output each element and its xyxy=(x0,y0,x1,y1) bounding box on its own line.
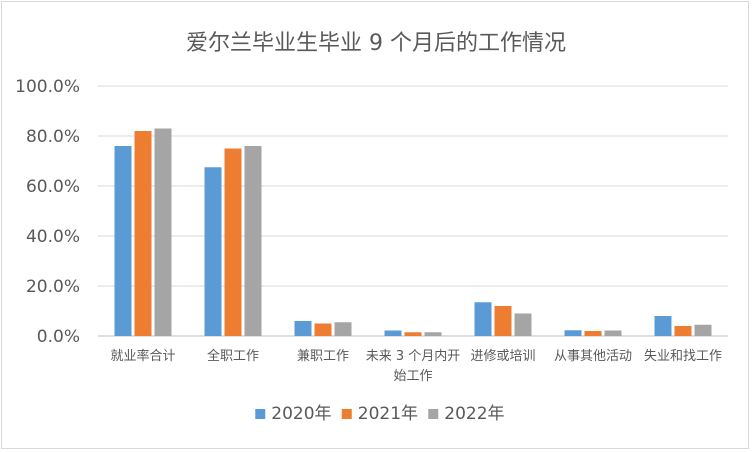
bar xyxy=(204,167,222,336)
gridlines xyxy=(98,85,728,337)
bar xyxy=(424,332,442,336)
bar xyxy=(584,331,602,336)
legend-label: 2020年 xyxy=(271,404,331,424)
y-tick-label: 40.0% xyxy=(26,227,80,247)
legend-swatch xyxy=(428,409,439,419)
x-tick-label: 始工作 xyxy=(393,369,432,384)
bar xyxy=(674,326,692,336)
bar xyxy=(514,313,532,336)
legend: 2020年 2021年 2022年 xyxy=(255,404,505,424)
bar xyxy=(494,306,512,336)
bar xyxy=(114,146,132,336)
x-tick-label: 兼职工作 xyxy=(297,349,349,364)
bar xyxy=(384,330,402,336)
bar xyxy=(474,302,492,336)
bar xyxy=(294,321,312,336)
y-axis-ticks: 0.0% 20.0% 40.0% 60.0% 80.0% 100.0% xyxy=(15,77,80,347)
legend-label: 2021年 xyxy=(358,404,418,424)
x-tick-label: 全职工作 xyxy=(207,348,259,364)
legend-item: 2021年 xyxy=(341,404,418,424)
bar xyxy=(244,146,262,336)
bar xyxy=(654,316,672,336)
chart-title: 爱尔兰毕业生毕业 9 个月后的工作情况 xyxy=(186,31,566,56)
x-tick-label: 从事其他活动 xyxy=(554,349,632,364)
bar xyxy=(604,330,622,336)
bar xyxy=(334,322,352,336)
x-tick-label: 就业率合计 xyxy=(110,348,175,364)
legend-item: 2022年 xyxy=(428,404,505,424)
bar xyxy=(154,128,172,336)
y-tick-label: 60.0% xyxy=(26,177,80,197)
legend-swatch xyxy=(341,409,352,419)
legend-label: 2022年 xyxy=(444,404,504,424)
legend-swatch xyxy=(255,409,266,419)
bar xyxy=(694,324,712,336)
bar xyxy=(224,148,242,336)
bar xyxy=(314,323,332,336)
y-tick-label: 20.0% xyxy=(26,277,80,297)
bar xyxy=(564,330,582,336)
y-tick-label: 0.0% xyxy=(37,327,80,347)
x-tick-label: 进修或培训 xyxy=(470,348,535,364)
bar xyxy=(404,332,422,336)
y-tick-label: 100.0% xyxy=(15,77,80,97)
x-tick-label: 未来 3 个月内开 xyxy=(366,348,461,364)
y-tick-label: 80.0% xyxy=(26,127,80,147)
bars xyxy=(114,128,712,336)
bar xyxy=(134,131,152,336)
legend-item: 2020年 xyxy=(255,404,332,424)
x-tick-label: 失业和找工作 xyxy=(644,349,722,364)
